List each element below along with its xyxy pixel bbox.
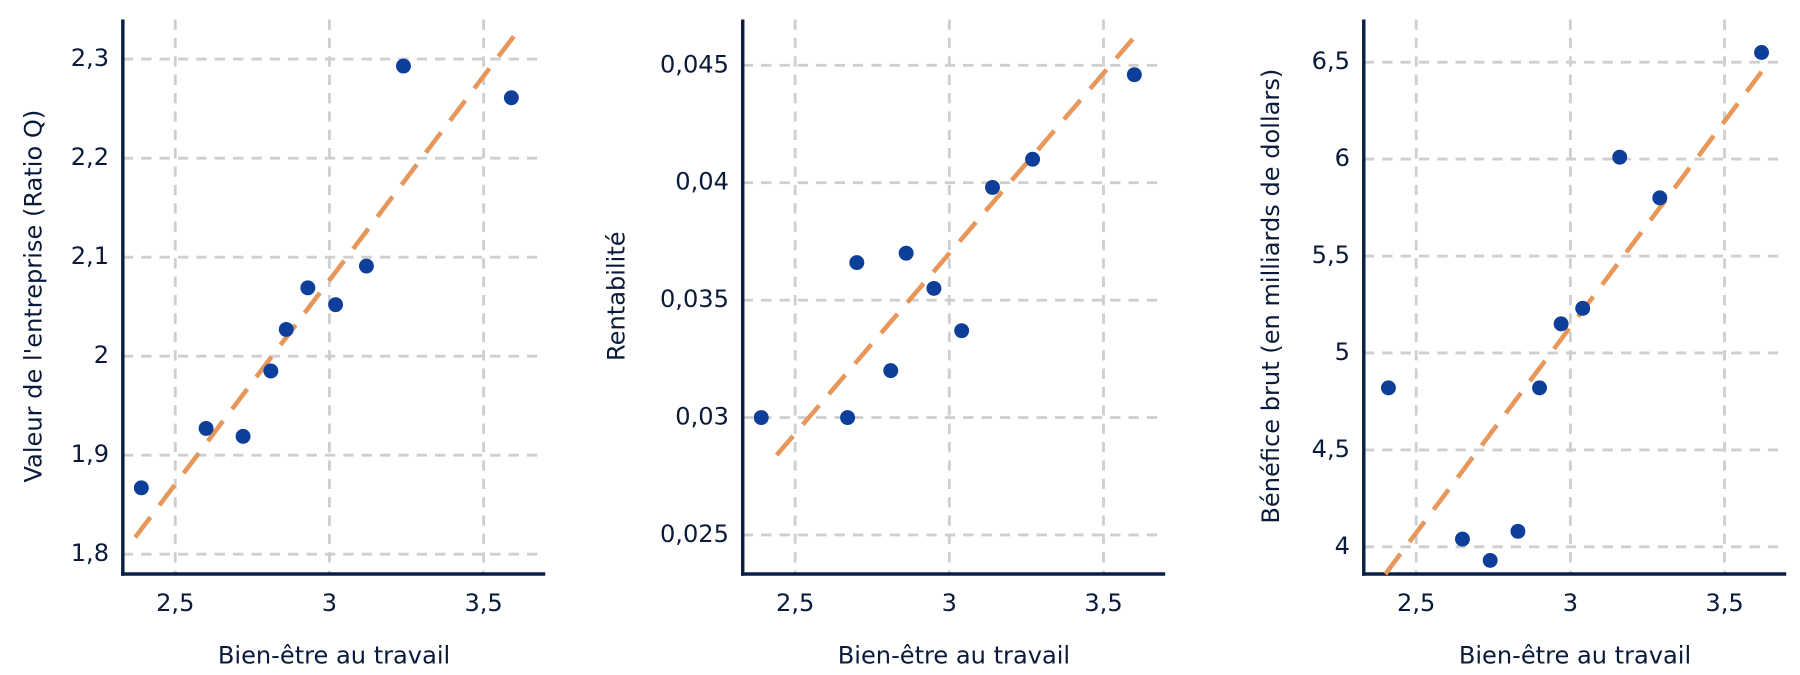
y-tick-label: 0,045 — [660, 50, 729, 78]
data-point — [1126, 67, 1142, 83]
x-tick-label: 2,5 — [776, 589, 814, 617]
data-point — [235, 428, 251, 444]
data-point — [1380, 380, 1396, 396]
data-point — [278, 321, 294, 337]
trend-line — [1383, 70, 1764, 576]
y-tick-label: 2,2 — [71, 143, 109, 171]
x-tick-label: 2,5 — [156, 589, 194, 617]
data-point — [883, 363, 899, 379]
data-point — [263, 363, 279, 379]
y-axis-title: Valeur de l'entreprise (Ratio Q) — [19, 110, 47, 483]
data-point — [328, 297, 344, 313]
data-point — [985, 179, 1000, 195]
y-tick-label: 6 — [1335, 144, 1350, 172]
x-axis-title: Bien-être au travail — [1459, 642, 1691, 670]
y-tick-label: 0,025 — [660, 520, 729, 548]
y-tick-label: 2,1 — [71, 242, 109, 270]
y-tick-label: 1,9 — [71, 440, 109, 468]
x-tick-label: 3,5 — [1084, 589, 1122, 617]
data-point — [358, 258, 374, 274]
y-axis-title: Bénéfice brut (en milliards de dollars) — [1257, 69, 1285, 524]
y-tick-label: 2,3 — [71, 44, 109, 72]
data-point — [1532, 380, 1548, 396]
x-tick-label: 3 — [322, 589, 337, 617]
x-tick-label: 3 — [942, 589, 957, 617]
y-tick-label: 5 — [1335, 338, 1350, 366]
data-point — [1454, 531, 1470, 547]
data-point — [1754, 45, 1770, 60]
y-axis-title: Rentabilité — [603, 231, 631, 361]
data-point — [1482, 552, 1498, 568]
data-point — [840, 410, 856, 426]
trend-line — [774, 35, 1137, 457]
data-point — [898, 245, 914, 261]
y-tick-label: 6,5 — [1312, 47, 1350, 75]
y-tick-label: 0,03 — [675, 403, 729, 431]
data-point — [954, 323, 970, 339]
data-point — [395, 58, 411, 74]
data-point — [926, 280, 942, 296]
x-tick-label: 2,5 — [1397, 589, 1435, 617]
x-tick-label: 3 — [1563, 589, 1578, 617]
y-tick-label: 2 — [94, 341, 109, 369]
data-point — [1510, 523, 1526, 539]
data-point — [849, 255, 865, 271]
y-tick-label: 0,04 — [675, 168, 729, 196]
data-point — [1553, 316, 1569, 332]
data-point — [1652, 190, 1668, 206]
y-tick-label: 5,5 — [1312, 241, 1350, 269]
data-point — [1612, 149, 1628, 165]
y-tick-label: 1,8 — [71, 539, 109, 567]
y-tick-label: 0,035 — [660, 285, 729, 313]
trend-line — [133, 33, 517, 539]
y-tick-label: 4,5 — [1312, 435, 1350, 463]
x-tick-label: 3,5 — [1705, 589, 1743, 617]
x-tick-label: 3,5 — [464, 589, 502, 617]
data-point — [1025, 151, 1041, 167]
y-tick-label: 4 — [1335, 532, 1350, 560]
data-point — [503, 90, 519, 106]
data-point — [300, 280, 316, 296]
data-point — [753, 410, 769, 426]
x-axis-title: Bien-être au travail — [838, 642, 1070, 670]
x-axis-title: Bien-être au travail — [218, 642, 450, 670]
data-point — [1575, 300, 1591, 316]
data-point — [133, 480, 149, 496]
data-point — [198, 420, 214, 436]
